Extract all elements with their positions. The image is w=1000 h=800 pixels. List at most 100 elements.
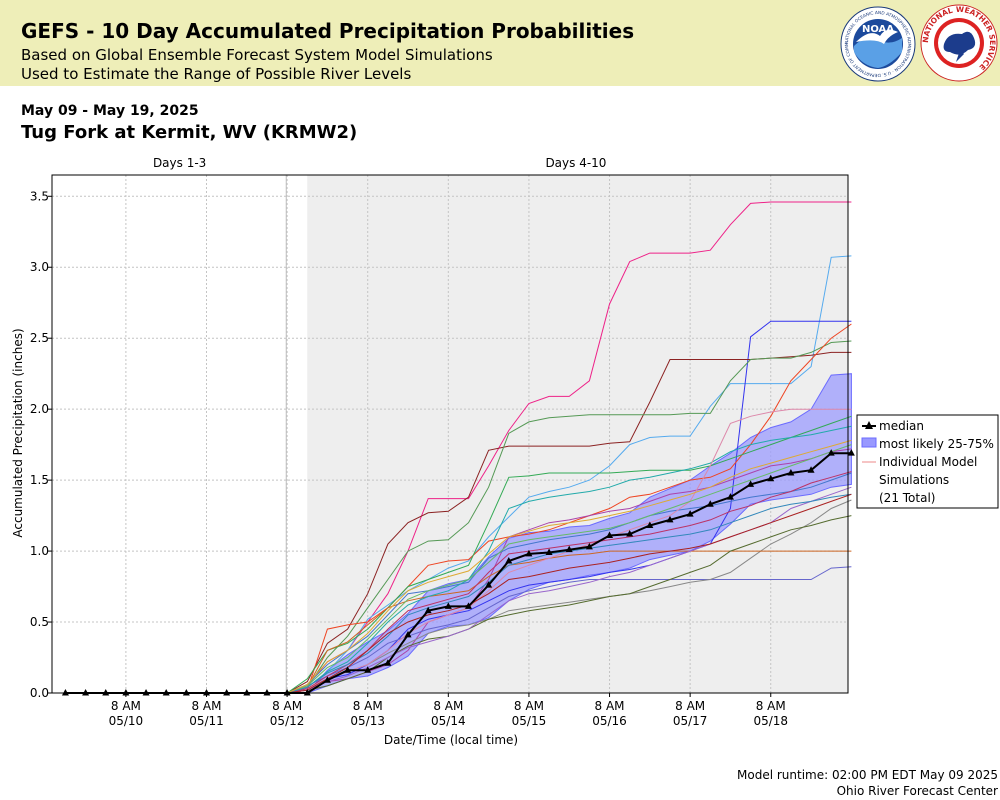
y-tick-label: 1.0 <box>30 544 49 558</box>
median-marker <box>847 449 855 456</box>
period-labels: Days 1-3 Days 4-10 <box>153 156 607 170</box>
median-marker <box>767 474 775 482</box>
noaa-logo: NOAA NATIONAL OCEANIC AND ATMOSPHERIC AD… <box>840 6 916 82</box>
page-subtitle-2: Used to Estimate the Range of Possible R… <box>21 65 412 83</box>
median-marker <box>82 689 90 696</box>
ensemble-member-line <box>286 439 852 694</box>
median-marker <box>585 542 593 550</box>
median-marker <box>444 602 452 609</box>
x-tick-label-date: 05/18 <box>753 714 788 728</box>
x-tick-label-date: 05/10 <box>109 714 144 728</box>
x-tick-label-time: 8 AM <box>111 699 141 713</box>
median-marker <box>404 630 412 638</box>
y-axis-ticks: 0.0 0.5 1.0 1.5 2.0 2.5 3.0 3.5 <box>30 189 52 700</box>
x-tick-label-time: 8 AM <box>675 699 705 713</box>
model-runtime: Model runtime: 02:00 PM EDT May 09 2025 <box>737 768 998 782</box>
ensemble-member-line <box>287 493 852 694</box>
median-marker <box>525 549 533 557</box>
plot-area-border <box>51 174 849 694</box>
ensemble-member-line <box>286 201 852 694</box>
median-marker <box>384 659 392 666</box>
y-tick-label: 0.0 <box>30 686 49 700</box>
ensemble-member-line <box>286 550 852 694</box>
x-tick-label-time: 8 AM <box>433 699 463 713</box>
median-marker <box>323 676 331 683</box>
median-marker <box>485 581 493 588</box>
x-tick-label-date: 05/14 <box>431 714 466 728</box>
ensemble-member-line <box>286 340 852 694</box>
x-tick-label-date: 05/15 <box>512 714 547 728</box>
x-tick-label-time: 8 AM <box>272 699 302 713</box>
period-label: Days 1-3 <box>153 156 206 170</box>
period-label: Days 4-10 <box>545 156 606 170</box>
legend-median-label: median <box>879 419 924 433</box>
x-tick-label-time: 8 AM <box>514 699 544 713</box>
median-marker <box>706 500 714 507</box>
median-marker <box>122 689 130 696</box>
ensemble-member-line <box>286 471 852 694</box>
legend-band-label: most likely 25-75% <box>879 437 994 451</box>
median-marker <box>182 689 190 696</box>
y-tick-label: 2.0 <box>30 402 49 416</box>
median-marker <box>263 689 271 696</box>
ensemble-member-line <box>286 566 852 694</box>
station-name: Tug Fork at Kermit, WV (KRMW2) <box>21 122 358 143</box>
median-marker <box>223 689 231 696</box>
plot-frame <box>51 174 849 694</box>
ensemble-member-line <box>286 425 852 694</box>
median-marker <box>606 531 614 538</box>
x-tick-label-time: 8 AM <box>595 699 625 713</box>
interquartile-band <box>305 373 852 695</box>
x-tick-label-time: 8 AM <box>756 699 786 713</box>
legend-band-swatch <box>861 437 877 448</box>
ensemble-member-line <box>286 472 852 694</box>
x-tick-label-time: 8 AM <box>353 699 383 713</box>
median-marker <box>344 666 352 673</box>
median-marker <box>61 689 69 696</box>
median-marker <box>666 515 674 523</box>
median-marker <box>142 689 150 696</box>
x-tick-label-date: 05/17 <box>673 714 708 728</box>
median-marker <box>364 666 372 673</box>
median-marker <box>807 466 815 473</box>
forecast-date-range: May 09 - May 19, 2025 <box>21 103 199 119</box>
median-marker <box>505 557 513 564</box>
page-title: GEFS - 10 Day Accumulated Precipitation … <box>21 19 635 43</box>
median-marker <box>646 521 654 529</box>
median-marker <box>202 689 210 696</box>
median-marker <box>162 689 170 696</box>
y-tick-label: 2.5 <box>30 331 49 345</box>
median-marker <box>686 510 694 517</box>
forecast-center: Ohio River Forecast Center <box>836 784 998 798</box>
median-marker <box>747 480 755 487</box>
nws-logo: NATIONAL WEATHER SERVICE <box>920 4 998 82</box>
chart-grid <box>52 175 848 693</box>
median-marker <box>726 493 734 500</box>
median-marker <box>565 545 573 553</box>
x-tick-label-date: 05/16 <box>592 714 627 728</box>
chart-legend: median most likely 25-75% Individual Mod… <box>856 414 999 509</box>
ensemble-member-line <box>287 515 852 694</box>
y-tick-label: 0.5 <box>30 615 49 629</box>
median-marker <box>243 689 251 696</box>
interquartile-band-area <box>305 373 852 695</box>
median-marker <box>464 602 472 609</box>
ensemble-member-line <box>287 448 852 694</box>
median-marker <box>827 449 835 456</box>
median-marker <box>545 548 553 556</box>
header-banner: GEFS - 10 Day Accumulated Precipitation … <box>0 0 1000 86</box>
y-axis-label: Accumulated Precipitation (inches) <box>11 328 25 537</box>
ensemble-member-line <box>286 415 852 694</box>
page-subtitle-1: Based on Global Ensemble Forecast System… <box>21 46 493 64</box>
median-marker <box>283 689 291 696</box>
y-tick-label: 3.5 <box>30 189 49 203</box>
x-tick-label-date: 05/12 <box>270 714 305 728</box>
legend-median-marker <box>865 421 873 429</box>
y-tick-label: 1.5 <box>30 473 49 487</box>
legend-member-label-3: (21 Total) <box>879 491 935 505</box>
median-marker <box>787 469 795 476</box>
ensemble-member-line <box>286 255 852 694</box>
y-tick-label: 3.0 <box>30 260 49 274</box>
